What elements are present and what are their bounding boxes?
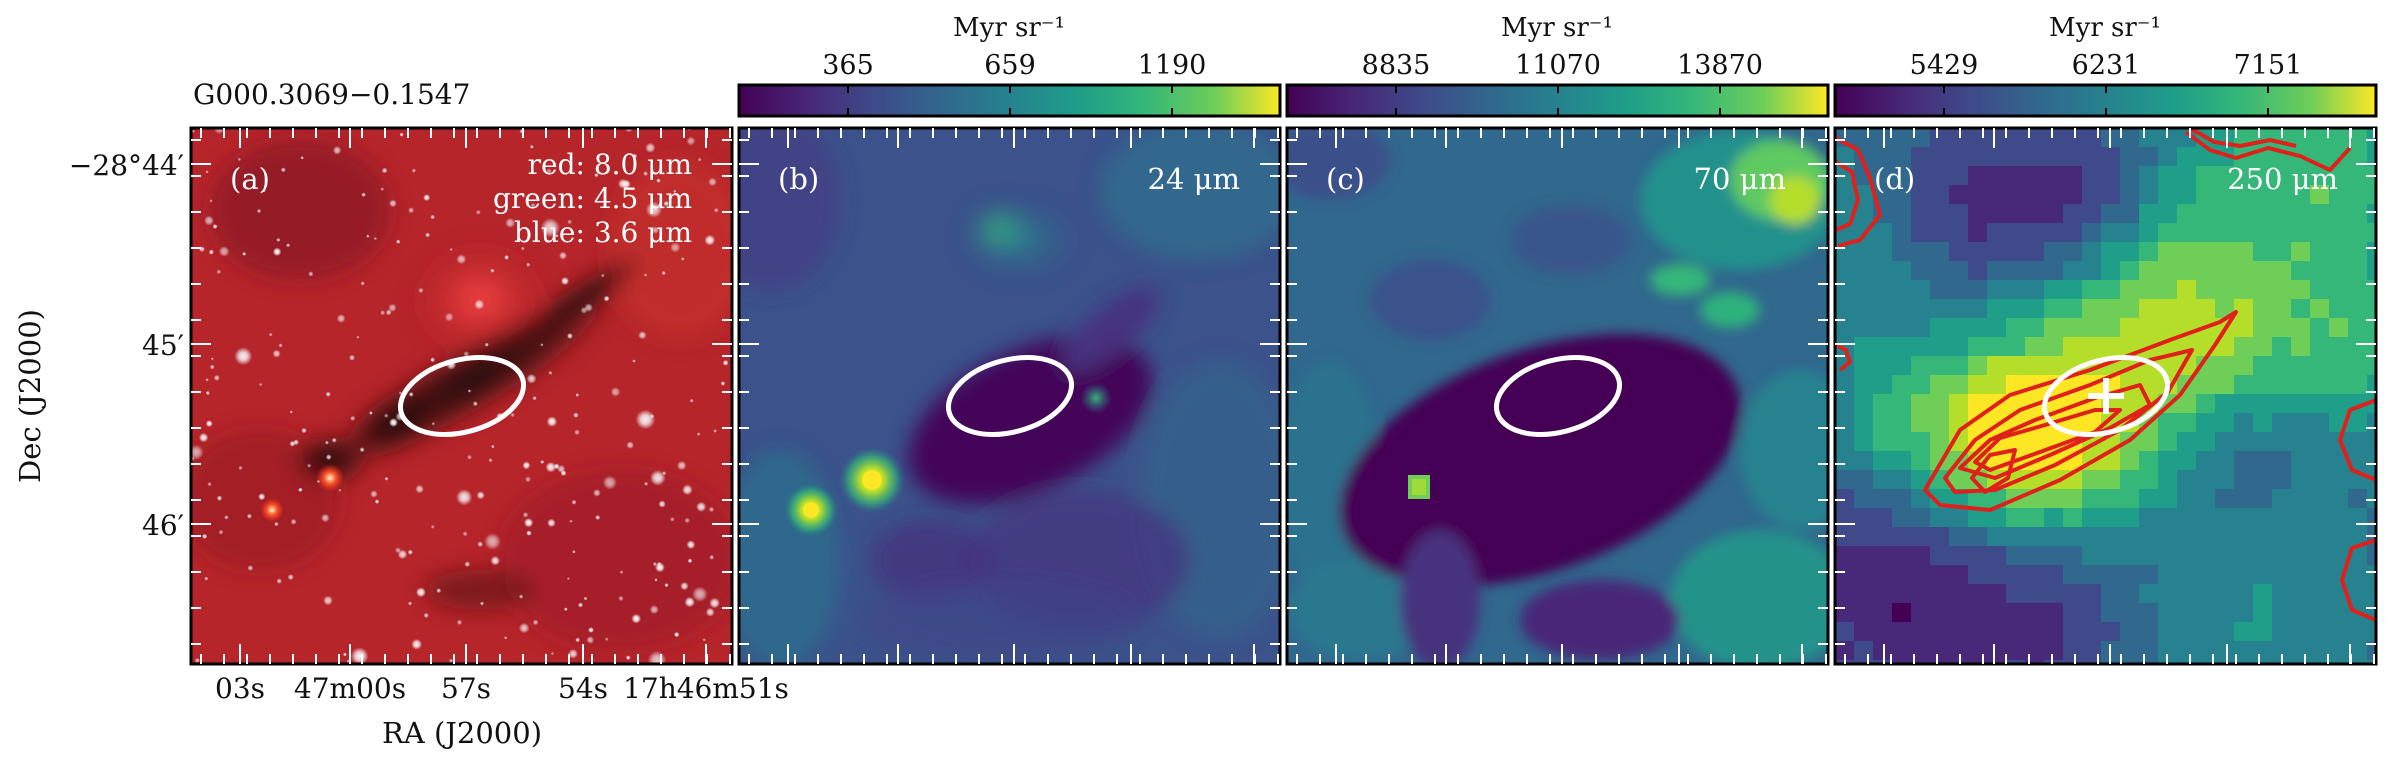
panel-b-frame [737, 126, 1282, 666]
colorbar-b-tick-label: 365 [822, 50, 874, 81]
colorbar-c: Myr sr⁻¹ 8835 11070 13870 [1285, 13, 1830, 118]
ra-tick-label: 03s [215, 672, 265, 705]
y-axis-title: Dec (J2000) [13, 309, 47, 483]
panel-a-legend-line: red: 8.0 μm [528, 148, 692, 181]
aperture-ellipse [1493, 355, 1623, 437]
panel-d-image [1835, 128, 2376, 664]
colorbar-c-tick-label: 8835 [1362, 50, 1431, 81]
aperture-ellipse [2041, 355, 2171, 437]
colorbar-b: Myr sr⁻¹ 365 659 1190 [737, 13, 1282, 118]
pixel-grid [1835, 128, 2376, 664]
colorbar-d-unit: Myr sr⁻¹ [2049, 13, 2161, 43]
ra-tick-label: 54s [558, 672, 608, 705]
tick-marks [191, 128, 2376, 664]
colorbar-d-tick-label: 6231 [2072, 50, 2141, 81]
panel-b-image [739, 128, 1280, 664]
panel-a-frame [189, 126, 734, 666]
contours [1835, 128, 2376, 622]
panel-d-frame [1833, 126, 2378, 666]
aperture-ellipse [397, 355, 527, 437]
source-marker [2088, 378, 2124, 414]
panel-b-wavelength: 24 μm [1148, 162, 1240, 196]
colorbar-b-tick-label: 659 [984, 50, 1036, 81]
colorbar-c-tick-label: 13870 [1677, 50, 1763, 81]
panel-a-image [191, 128, 732, 664]
dec-tick-label: 46′ [142, 509, 184, 542]
panel-c-frame [1285, 126, 1830, 666]
panel-a-legend-line: green: 4.5 μm [493, 182, 692, 215]
aperture-ellipse [945, 355, 1075, 437]
panel-c-image [1287, 128, 1828, 664]
ra-tick-label: 17h46m51s [623, 672, 789, 705]
dec-tick-label: 45′ [142, 329, 184, 362]
x-axis-title: RA (J2000) [382, 716, 542, 750]
dec-tick-label: −28°44′ [69, 149, 184, 182]
panel-a-letter: (a) [230, 162, 270, 196]
colorbar-d: Myr sr⁻¹ 5429 6231 7151 [1833, 13, 2378, 118]
panel-b-letter: (b) [778, 162, 819, 196]
colorbar-d-tick-label: 7151 [2234, 50, 2303, 81]
panel-c-letter: (c) [1326, 162, 1365, 196]
ra-tick-label: 47m00s [294, 672, 406, 705]
colorbar-d-tick-label: 5429 [1910, 50, 1979, 81]
ra-tick-label: 57s [441, 672, 491, 705]
panel-d-wavelength: 250 μm [2227, 162, 2338, 196]
source-name: G000.3069−0.1547 [193, 78, 470, 111]
colorbar-c-tick-label: 11070 [1515, 50, 1601, 81]
panel-d-letter: (d) [1874, 162, 1915, 196]
panel-c-wavelength: 70 μm [1694, 162, 1786, 196]
colorbar-c-unit: Myr sr⁻¹ [1501, 13, 1613, 43]
colorbar-b-unit: Myr sr⁻¹ [953, 13, 1065, 43]
colorbar-b-tick-label: 1190 [1138, 50, 1207, 81]
panel-a-legend-line: blue: 3.6 μm [514, 216, 692, 249]
